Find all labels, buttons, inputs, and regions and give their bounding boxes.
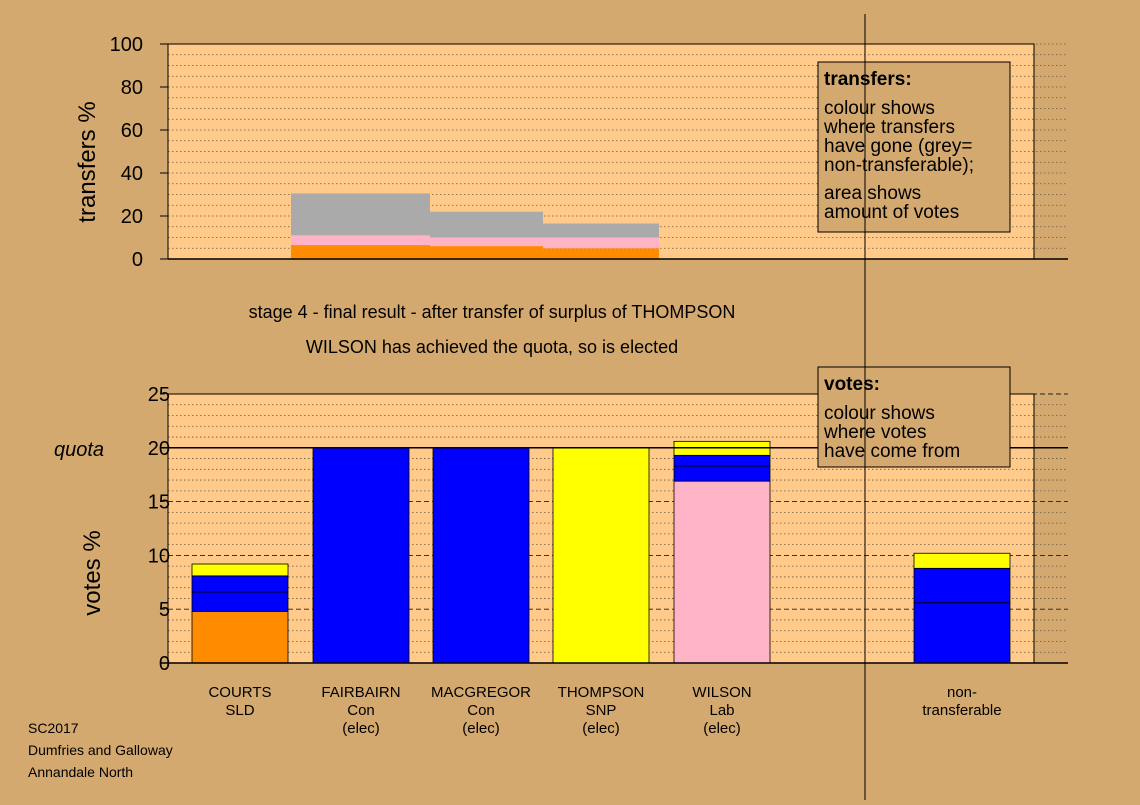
candidate-label: WILSON: [692, 684, 751, 701]
vote-bar-segment: [913, 567, 1011, 604]
transfer-bar-segment: [543, 237, 659, 249]
vote-bar-segment: [312, 447, 410, 664]
transfers-legend-line: amount of votes: [824, 202, 959, 223]
vote-bar-segment: [191, 610, 289, 664]
vote-bar-segment: [673, 480, 771, 664]
candidate-label: THOMPSON: [558, 684, 645, 701]
votes-legend-title: votes:: [824, 374, 880, 395]
candidate-label: Con: [467, 702, 495, 719]
candidate-label: Con: [347, 702, 375, 719]
candidate-label: SLD: [225, 702, 254, 719]
transfers-legend-line: have gone (grey=: [824, 136, 972, 157]
vote-bar-segment: [552, 447, 650, 664]
transfer-bar-segment: [543, 223, 659, 238]
transfer-bar-segment: [430, 211, 543, 238]
candidate-label: FAIRBAIRN: [321, 684, 400, 701]
transfers-legend-line: where transfers: [823, 117, 955, 138]
candidate-labels: COURTSSLDFAIRBAIRNCon(elec)MACGREGORCon(…: [208, 684, 1001, 737]
votes-tick-label: 0: [159, 653, 170, 675]
votes-legend-line: have come from: [824, 441, 960, 462]
transfer-bar-segment: [430, 246, 543, 259]
transfers-plot: 0 20 40 60 80 100 transfers % transfers: colo…: [74, 34, 1068, 271]
transfer-bar-segment: [291, 193, 430, 236]
transfers-tick-label: 100: [110, 34, 143, 56]
vote-bar-segment: [191, 591, 289, 612]
footer: SC2017 Dumfries and Galloway Annandale N…: [28, 720, 173, 780]
candidate-label: transferable: [922, 702, 1001, 719]
footer-line: Dumfries and Galloway: [28, 742, 173, 758]
candidate-label: Lab: [709, 702, 734, 719]
transfers-legend-line: area shows: [824, 183, 921, 204]
vote-bar-segment: [673, 454, 771, 467]
candidate-label: (elec): [703, 720, 741, 737]
transfers-tick-label: 40: [121, 163, 143, 185]
transfers-tick-label: 20: [121, 206, 143, 228]
transfers-tick-label: 80: [121, 77, 143, 99]
footer-line: SC2017: [28, 720, 79, 736]
vote-bar-segment: [913, 602, 1011, 664]
candidate-label: SNP: [586, 702, 617, 719]
vote-bar-segment: [432, 447, 530, 664]
votes-y-ticks: 0 5 10 15 20 25: [148, 384, 170, 675]
votes-tick-label: 25: [148, 384, 170, 406]
candidate-label: (elec): [342, 720, 380, 737]
transfer-bars: [291, 193, 659, 259]
transfer-bar-segment: [291, 235, 430, 246]
candidate-label: non-: [947, 684, 977, 701]
candidate-label: (elec): [582, 720, 620, 737]
votes-tick-label: 5: [159, 599, 170, 621]
votes-tick-label: 20: [148, 438, 170, 460]
candidate-label: COURTS: [208, 684, 271, 701]
vote-bar-segment: [673, 465, 771, 482]
vote-bar-segment: [191, 563, 289, 577]
transfers-legend-line: non-transferable);: [824, 155, 974, 176]
transfer-bar-segment: [291, 245, 430, 259]
footer-line: Annandale North: [28, 764, 133, 780]
transfers-y-ticks: 0 20 40 60 80 100: [110, 34, 168, 271]
votes-y-axis-label: votes %: [79, 530, 106, 615]
quota-label: quota: [54, 439, 104, 461]
transfers-tick-label: 60: [121, 120, 143, 142]
transfers-legend-line: colour shows: [824, 98, 935, 119]
transfers-tick-label: 0: [132, 249, 143, 271]
transfers-y-axis-label: transfers %: [74, 101, 101, 222]
result-caption: WILSON has achieved the quota, so is ele…: [306, 337, 678, 357]
transfers-legend-box: transfers: colour shows where transfers …: [817, 61, 1011, 233]
transfer-bar-segment: [543, 248, 659, 259]
stage-caption: stage 4 - final result - after transfer …: [249, 302, 736, 322]
candidate-label: MACGREGOR: [431, 684, 531, 701]
vote-bar-segment: [191, 575, 289, 593]
vote-bars: [191, 440, 1011, 664]
votes-tick-label: 10: [148, 545, 170, 567]
vote-bar-segment: [913, 552, 1011, 569]
votes-legend-box: votes: colour shows where votes have com…: [817, 366, 1011, 468]
votes-tick-label: 15: [148, 492, 170, 514]
votes-legend-line: colour shows: [824, 403, 935, 424]
candidate-label: (elec): [462, 720, 500, 737]
votes-legend-line: where votes: [823, 422, 926, 443]
transfer-bar-segment: [430, 237, 543, 247]
transfers-legend-title: transfers:: [824, 69, 912, 90]
